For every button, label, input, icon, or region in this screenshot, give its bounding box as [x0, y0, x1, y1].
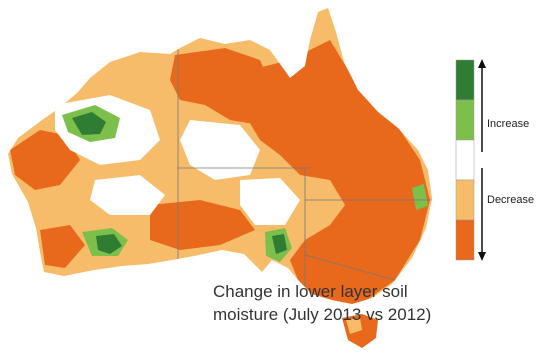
strong-decrease-region-north-central [170, 48, 275, 125]
increase-arrow [478, 59, 486, 152]
strong-increase-region-southwest [96, 234, 122, 254]
legend-swatch-strong-decrease [455, 219, 475, 261]
decrease-arrow [478, 168, 486, 261]
legend-swatch-no-change [455, 139, 475, 181]
strong-increase-region-south-gulf [272, 234, 287, 254]
no-change-region-southcentral [90, 175, 165, 215]
caption-line-1: Change in lower layer soil [213, 282, 408, 301]
legend [455, 59, 486, 261]
no-change-region-south [240, 178, 300, 225]
legend-swatch-increase [455, 99, 475, 141]
caption-line-2: moisture (July 2013 vs 2012) [213, 305, 432, 324]
state-borders [177, 40, 432, 300]
strong-decrease-region-west [10, 130, 80, 190]
strong-decrease-region-east [245, 40, 430, 304]
legend-decrease-label: Decrease [487, 194, 535, 206]
strong-decrease-region-southwest [40, 225, 85, 268]
no-change-region-central [180, 120, 260, 180]
strong-increase-region-pilbara [72, 112, 106, 135]
legend-swatch-decrease [455, 179, 475, 221]
increase-region-east-coast [412, 184, 428, 210]
legend-increase-label: Increase [487, 118, 530, 130]
legend-swatch-strong-increase [455, 59, 475, 101]
tasmania-decrease-patch [346, 318, 362, 334]
map-caption: Change in lower layer soil moisture (Jul… [213, 280, 431, 326]
strong-decrease-region-south [150, 200, 255, 250]
